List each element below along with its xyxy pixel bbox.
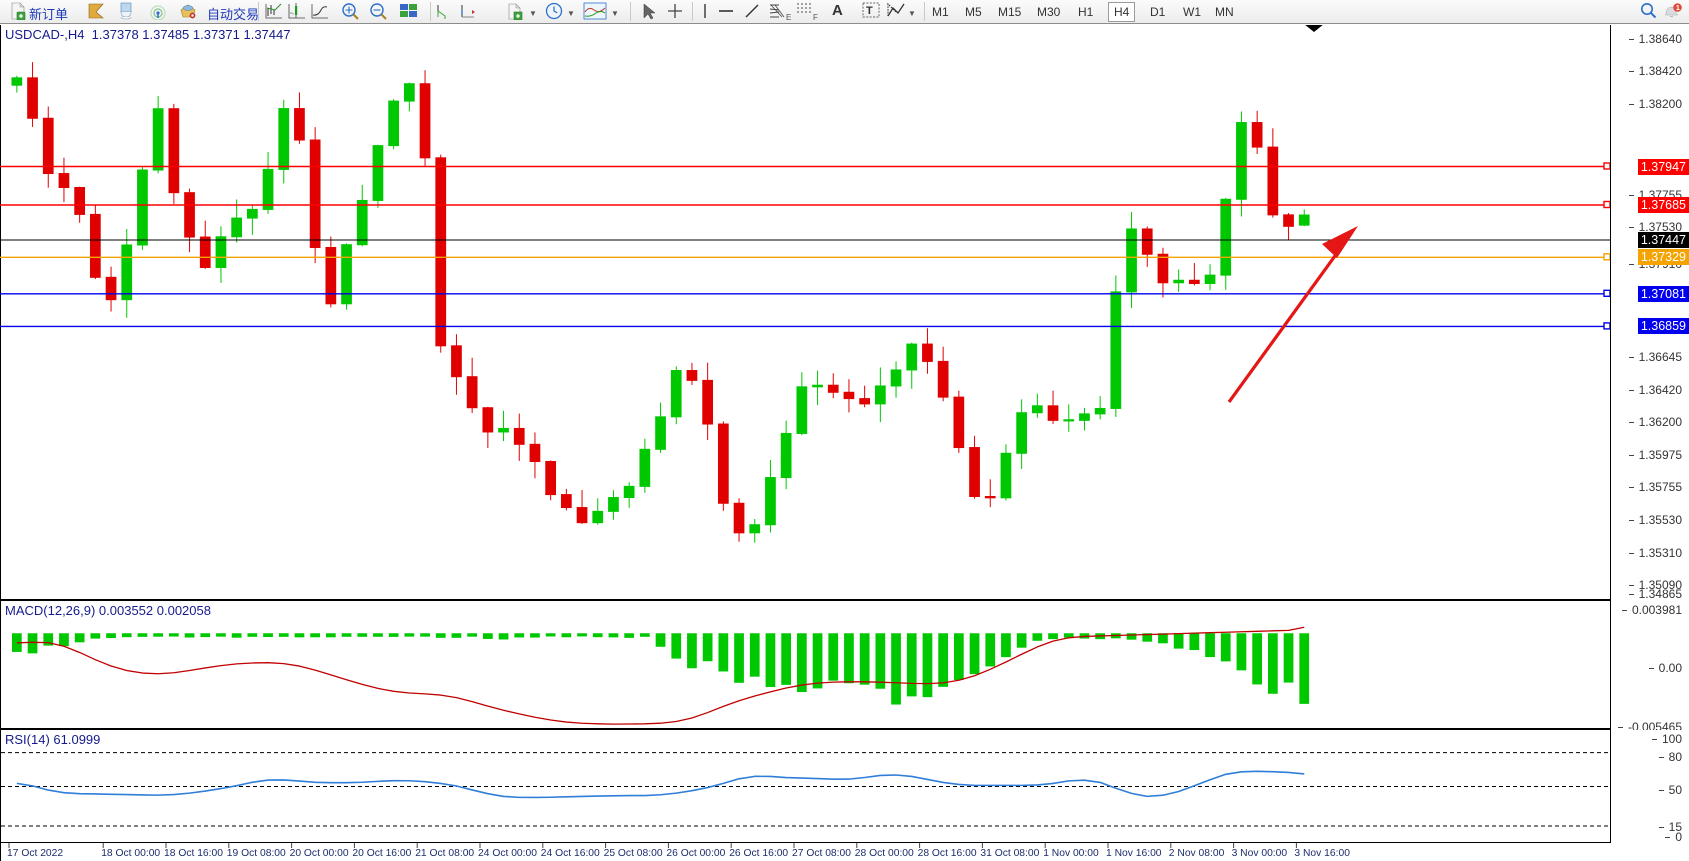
svg-text:1: 1 [1676,3,1680,12]
svg-text:T: T [866,5,873,17]
